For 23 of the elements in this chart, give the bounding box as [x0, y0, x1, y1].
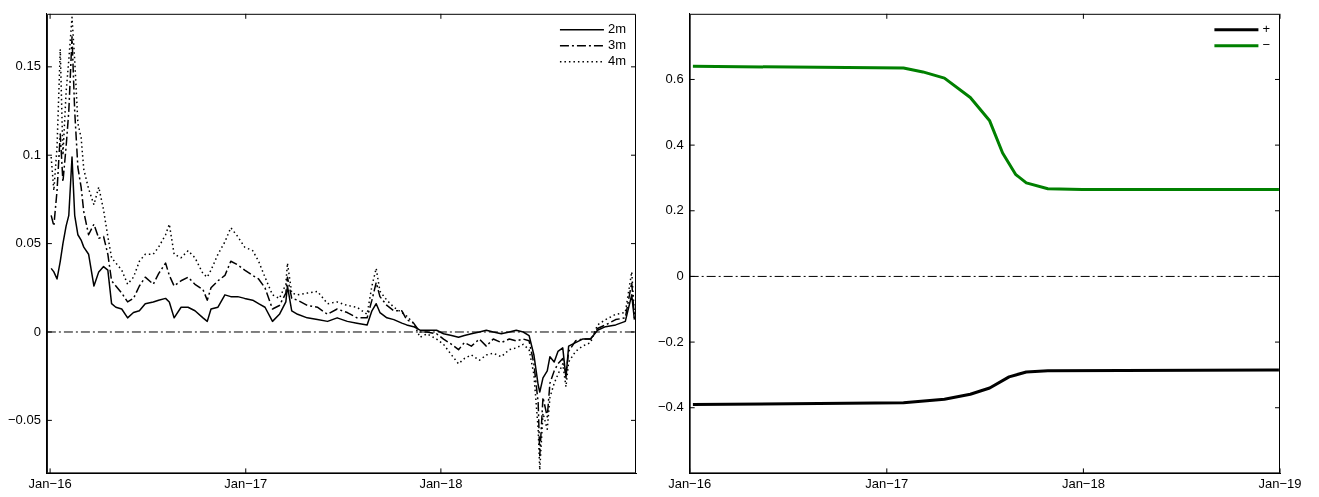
- y-tick-label: 0.4: [665, 136, 684, 152]
- x-tick-label: Jan−19: [1258, 475, 1302, 491]
- y-tick-label: −0.4: [657, 399, 684, 415]
- y-tick-label: −0.2: [657, 333, 684, 349]
- legend-label: +: [1262, 21, 1270, 37]
- y-tick-label: 0.6: [665, 71, 684, 87]
- y-tick-label: −0.05: [7, 411, 41, 427]
- x-tick-label: Jan−18: [1061, 475, 1105, 491]
- legend-label: −: [1262, 37, 1270, 53]
- x-tick-label: Jan−18: [419, 475, 463, 491]
- x-tick-label: Jan−16: [28, 475, 72, 491]
- legend-label: 2m: [607, 21, 626, 37]
- x-tick-label: Jan−17: [865, 475, 909, 491]
- legend-label: 3m: [607, 37, 626, 53]
- y-tick-label: 0: [676, 268, 684, 284]
- y-tick-label: 0: [33, 323, 41, 339]
- x-tick-label: Jan−16: [668, 475, 712, 491]
- x-tick-label: Jan−17: [224, 475, 268, 491]
- y-tick-label: 0.05: [15, 235, 41, 251]
- y-tick-label: 0.2: [665, 202, 684, 218]
- y-tick-label: 0.15: [15, 58, 41, 74]
- legend-label: 4m: [607, 53, 626, 69]
- y-tick-label: 0.1: [22, 146, 41, 162]
